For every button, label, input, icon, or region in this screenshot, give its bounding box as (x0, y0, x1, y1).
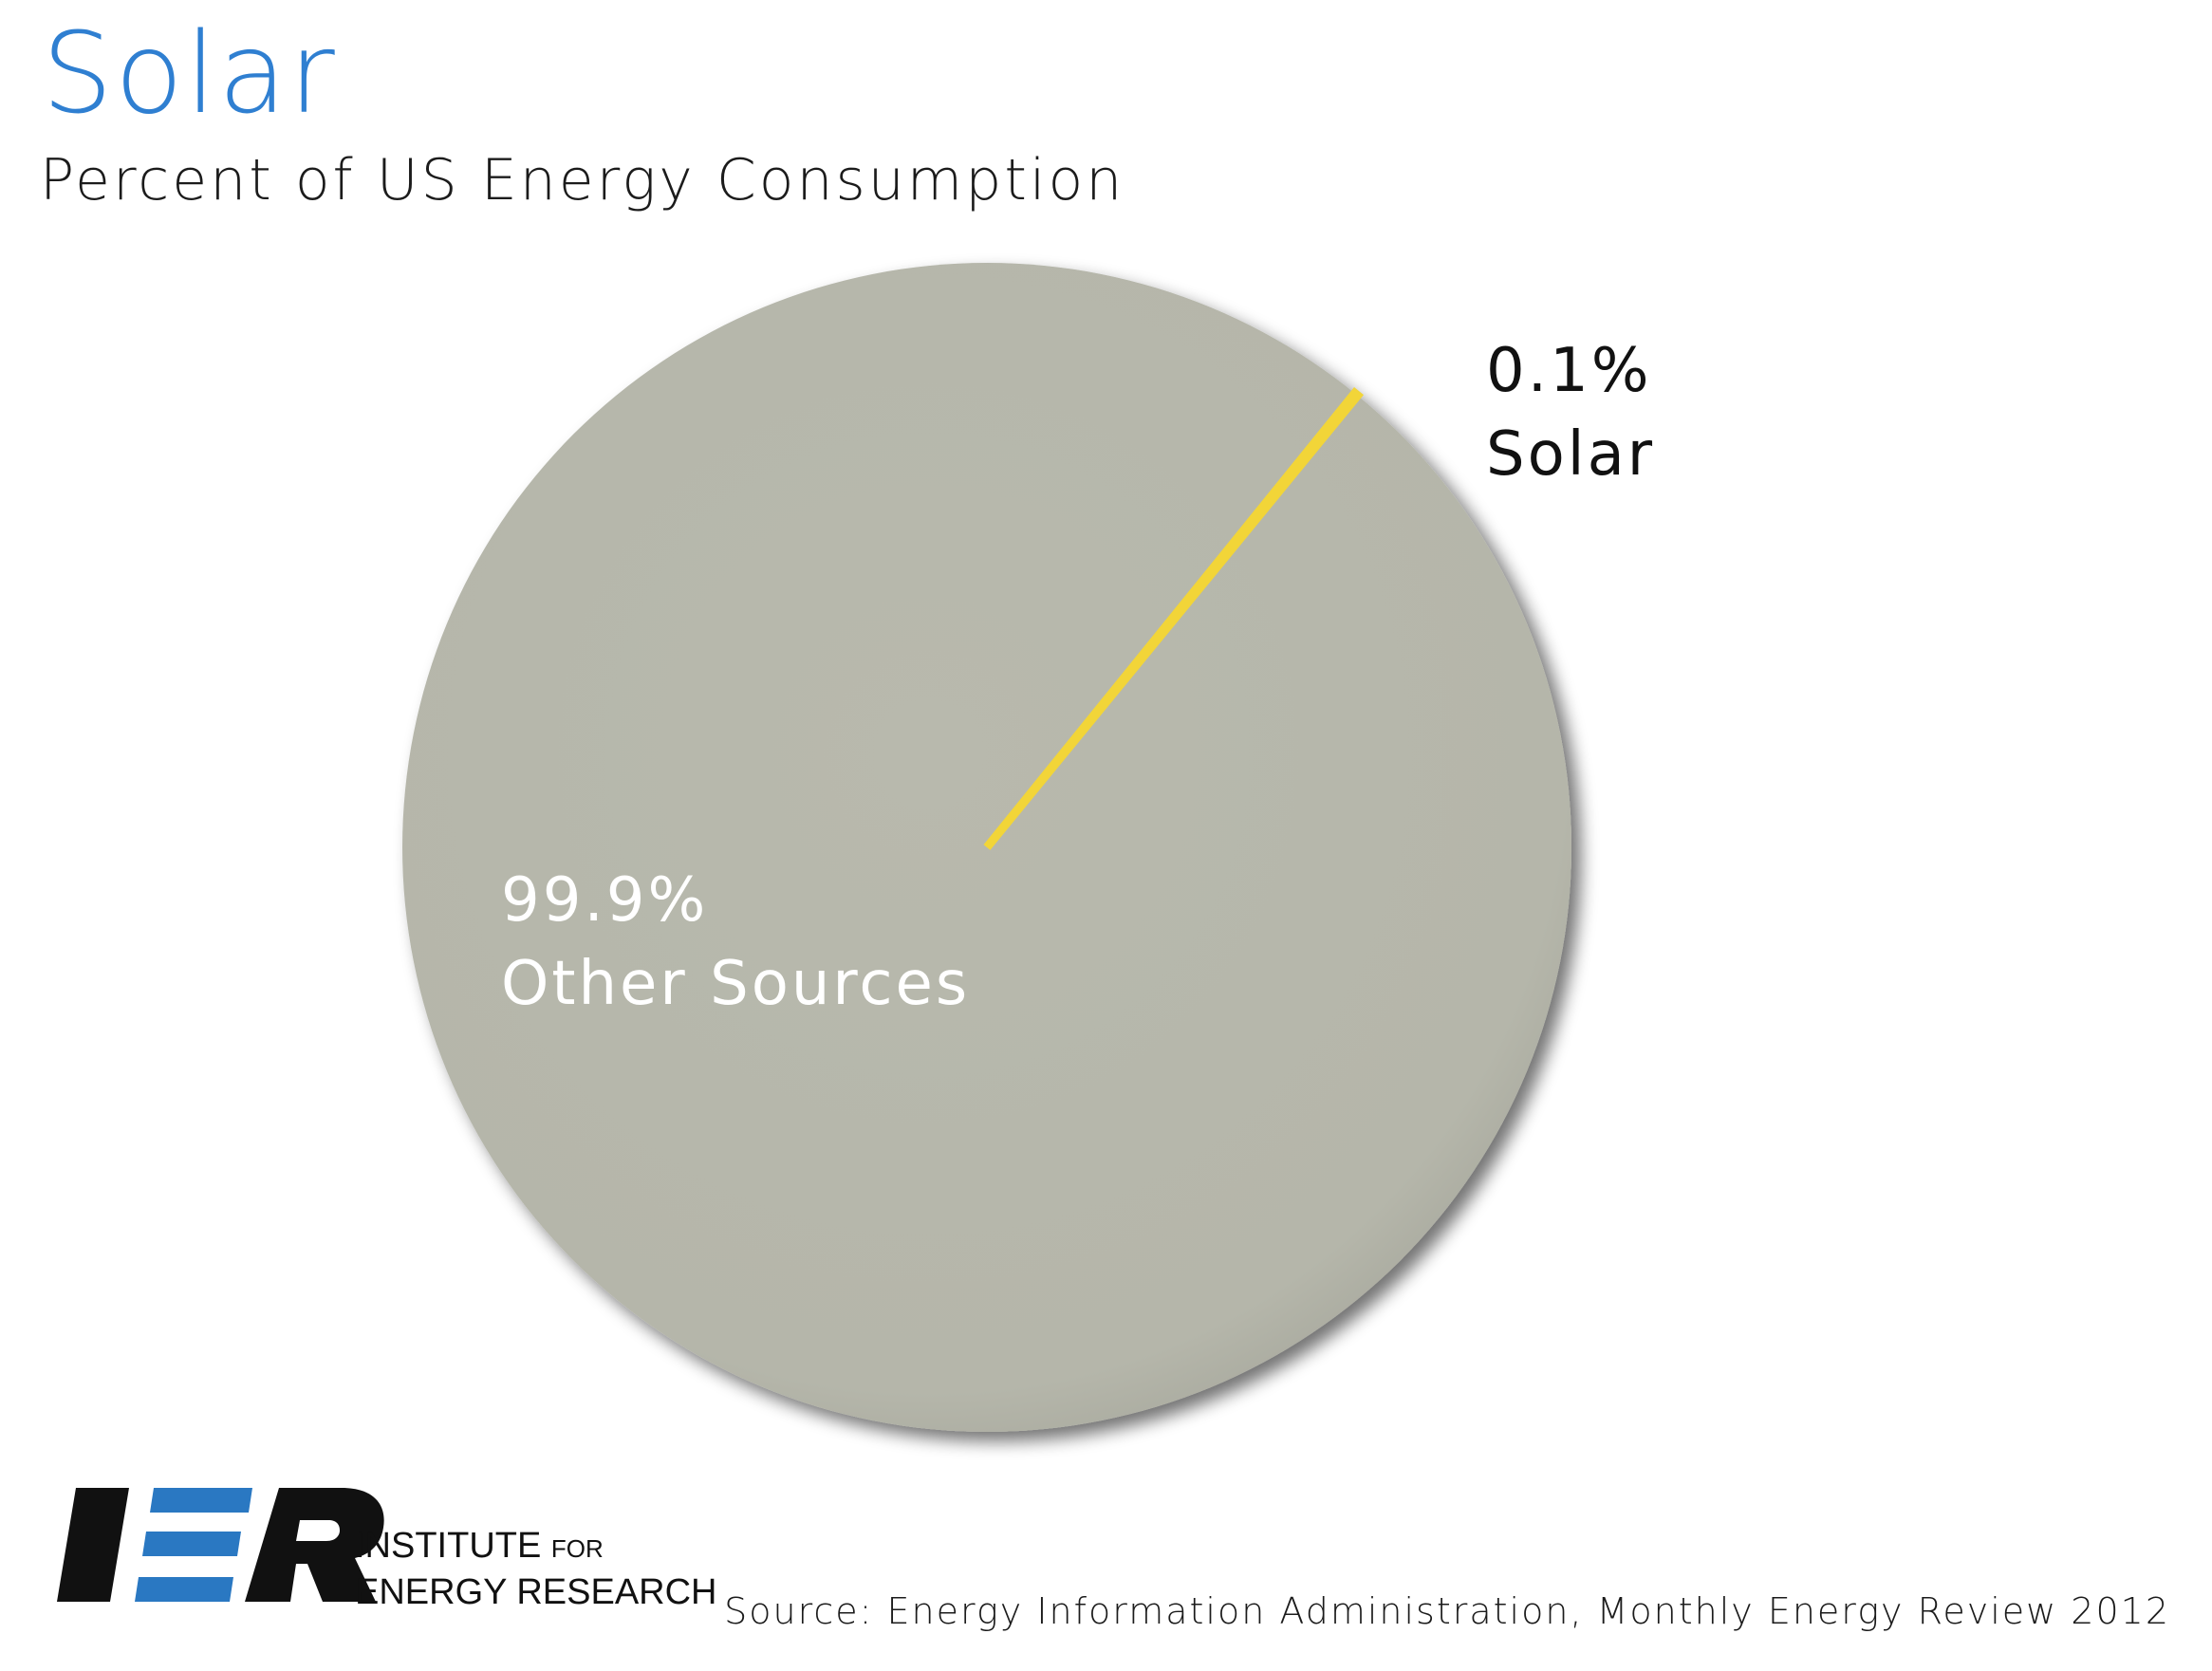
logo-institute: INSTITUTE (355, 1526, 542, 1566)
logo-line-2: ENERGY RESEARCH (355, 1572, 717, 1612)
logo-for: FOR (550, 1534, 604, 1563)
pie-slices (402, 263, 1571, 1432)
logo-line-1: INSTITUTE FOR (355, 1524, 717, 1570)
ier-logo (57, 1488, 384, 1602)
logo-letter-e (135, 1488, 252, 1602)
other-name-label: Other Sources (501, 949, 970, 1019)
source-note: Source: Energy Information Administratio… (724, 1590, 2170, 1632)
solar-percent-label: 0.1% (1486, 336, 1652, 406)
logo-letter-r (245, 1488, 384, 1602)
other-percent-label: 99.9% (501, 865, 708, 936)
logo-text: INSTITUTE FOR ENERGY RESEARCH (355, 1524, 717, 1614)
logo-letter-i (57, 1488, 129, 1602)
solar-name-label: Solar (1486, 419, 1655, 490)
pie-slice-solar (983, 386, 1364, 850)
chart-title: Solar (42, 8, 337, 139)
chart-subtitle: Percent of US Energy Consumption (40, 147, 1125, 214)
